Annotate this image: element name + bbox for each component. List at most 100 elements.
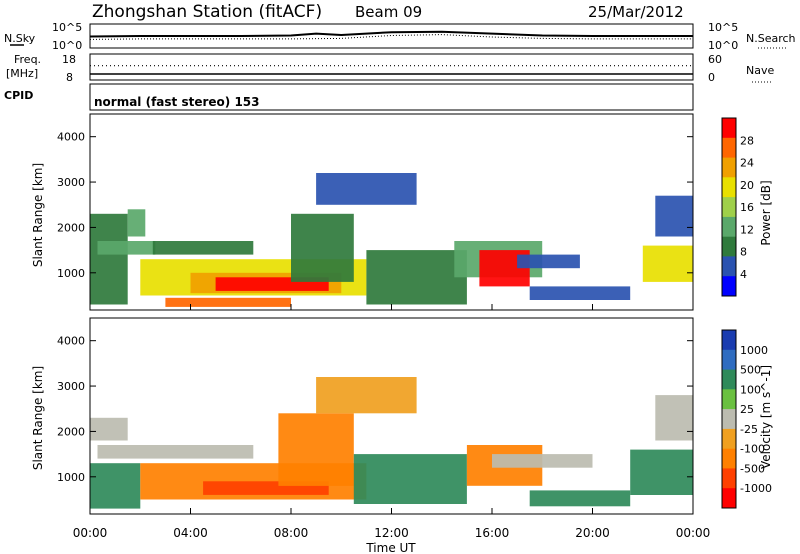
freq-axis-max: 18	[62, 53, 76, 66]
scatter-region	[97, 445, 254, 459]
colorbar-frame	[721, 117, 737, 297]
colorbar-tick-label: -100	[740, 443, 765, 456]
nsky-series-line	[89, 30, 693, 38]
scatter-region	[278, 413, 354, 486]
colorbar-frame	[721, 329, 737, 509]
power-y-axis: 1000 2000 3000 4000	[57, 131, 693, 280]
colorbar-segment	[722, 118, 736, 139]
scatter-region	[165, 297, 291, 307]
scatter-region	[127, 209, 146, 237]
nsearch-axis-max: 10^5	[708, 21, 738, 34]
freq-axis-min: 8	[66, 71, 73, 84]
scatter-region	[90, 417, 128, 441]
x-tick-label: 20:00	[575, 526, 610, 540]
colorbar-tick-label: 16	[740, 201, 754, 214]
nsky-axis-max: 10^5	[52, 21, 82, 34]
nsky-label: N.Sky	[4, 32, 36, 45]
colorbar-segment	[722, 197, 736, 218]
scatter-region	[492, 454, 593, 468]
colorbar-segment	[722, 369, 736, 390]
velocity-colorbar-label: Velocity [m s^-1]	[759, 365, 773, 469]
colorbar-segment	[722, 137, 736, 159]
y-tick-label: 2000	[57, 425, 85, 438]
colorbar-tick-label: 500	[740, 364, 761, 377]
colorbar-tick-label: -1000	[740, 482, 772, 495]
colorbar-tick-label: 24	[740, 157, 754, 170]
colorbar-segment	[722, 177, 736, 198]
cpid-label: CPID	[4, 89, 33, 102]
cpid-text: normal (fast stereo) 153	[94, 95, 260, 109]
colorbar-tick-label: 100	[740, 383, 761, 396]
freq-strip: Freq. [MHz] 18 8 60 0 Nave	[6, 53, 774, 84]
colorbar-tick-label: 28	[740, 134, 754, 147]
freq-unit-label: [MHz]	[6, 67, 38, 80]
scatter-region	[517, 254, 580, 269]
power-panel: 1000 2000 3000 4000 Slant Range [km]	[31, 113, 694, 311]
x-tick-label: 00:00	[73, 526, 108, 540]
scatter-region	[655, 395, 693, 441]
colorbar-segment	[722, 216, 736, 238]
x-tick-label: 16:00	[475, 526, 510, 540]
colorbar-segment	[722, 468, 736, 489]
colorbar-segment	[722, 488, 736, 509]
nave-axis-min: 0	[708, 71, 715, 84]
station-title: Zhongshan Station (fitACF)	[92, 2, 322, 22]
velocity-colorbar: 1000 500 100 25 -25 -100 -500 -1000	[721, 329, 772, 509]
y-tick-label: 3000	[57, 176, 85, 189]
colorbar-tick-label: 12	[740, 223, 754, 236]
colorbar-segment	[722, 448, 736, 469]
scatter-region	[529, 490, 631, 507]
scatter-region	[655, 195, 693, 237]
scatter-region	[316, 173, 417, 205]
scatter-region	[529, 286, 631, 300]
x-tick-label: 12:00	[374, 526, 409, 540]
scatter-region	[152, 241, 254, 255]
colorbar-segment	[722, 330, 736, 351]
scatter-region	[366, 250, 467, 305]
power-colorbar: 4 8 12 16 20 24 28	[721, 117, 754, 297]
time-xlabel: Time UT	[365, 541, 416, 554]
power-colorbar-label: Power [dB]	[759, 180, 773, 245]
cpid-strip: CPID normal (fast stereo) 153	[4, 83, 694, 111]
colorbar-tick-label: 4	[740, 268, 747, 281]
colorbar-segment	[722, 349, 736, 371]
y-tick-label: 4000	[57, 335, 85, 348]
colorbar-segment	[722, 236, 736, 257]
x-tick-label: 08:00	[274, 526, 309, 540]
colorbar-segment	[722, 157, 736, 178]
freq-label: Freq.	[14, 53, 41, 66]
velocity-panel: 1000 2000 3000 4000 Slant Range [km]	[31, 317, 694, 515]
scatter-region	[90, 463, 141, 509]
colorbar-tick-label: 8	[740, 246, 747, 259]
y-tick-label: 1000	[57, 471, 85, 484]
colorbar-segment	[722, 409, 736, 430]
colorbar-tick-label: -500	[740, 462, 765, 475]
nave-axis-max: 60	[708, 53, 722, 66]
nsearch-axis-min: 10^0	[708, 39, 738, 52]
colorbar-segment	[722, 276, 736, 297]
scatter-region	[353, 454, 467, 504]
colorbar-tick-label: 1000	[740, 344, 768, 357]
date-label: 25/Mar/2012	[588, 3, 684, 21]
scatter-region	[316, 377, 417, 414]
scatter-region	[630, 449, 693, 495]
nsky-axis-min: 10^0	[52, 39, 82, 52]
power-ylabel: Slant Range [km]	[31, 163, 45, 267]
velocity-data-layer	[90, 377, 693, 509]
y-tick-label: 2000	[57, 221, 85, 234]
colorbar-segment	[722, 389, 736, 410]
nave-label: Nave	[746, 64, 774, 77]
nsearch-label: N.Search	[746, 32, 796, 45]
cpid-frame	[89, 83, 694, 111]
scatter-region	[97, 241, 156, 255]
y-tick-label: 4000	[57, 131, 85, 144]
colorbar-tick-label: 25	[740, 403, 754, 416]
x-tick-label: 00:00	[676, 526, 711, 540]
velocity-ylabel: Slant Range [km]	[31, 366, 45, 470]
freq-frame	[89, 53, 694, 81]
scatter-region	[642, 245, 694, 282]
scatter-region	[291, 213, 354, 282]
colorbar-tick-label: 20	[740, 179, 754, 192]
power-data-layer	[90, 173, 694, 307]
